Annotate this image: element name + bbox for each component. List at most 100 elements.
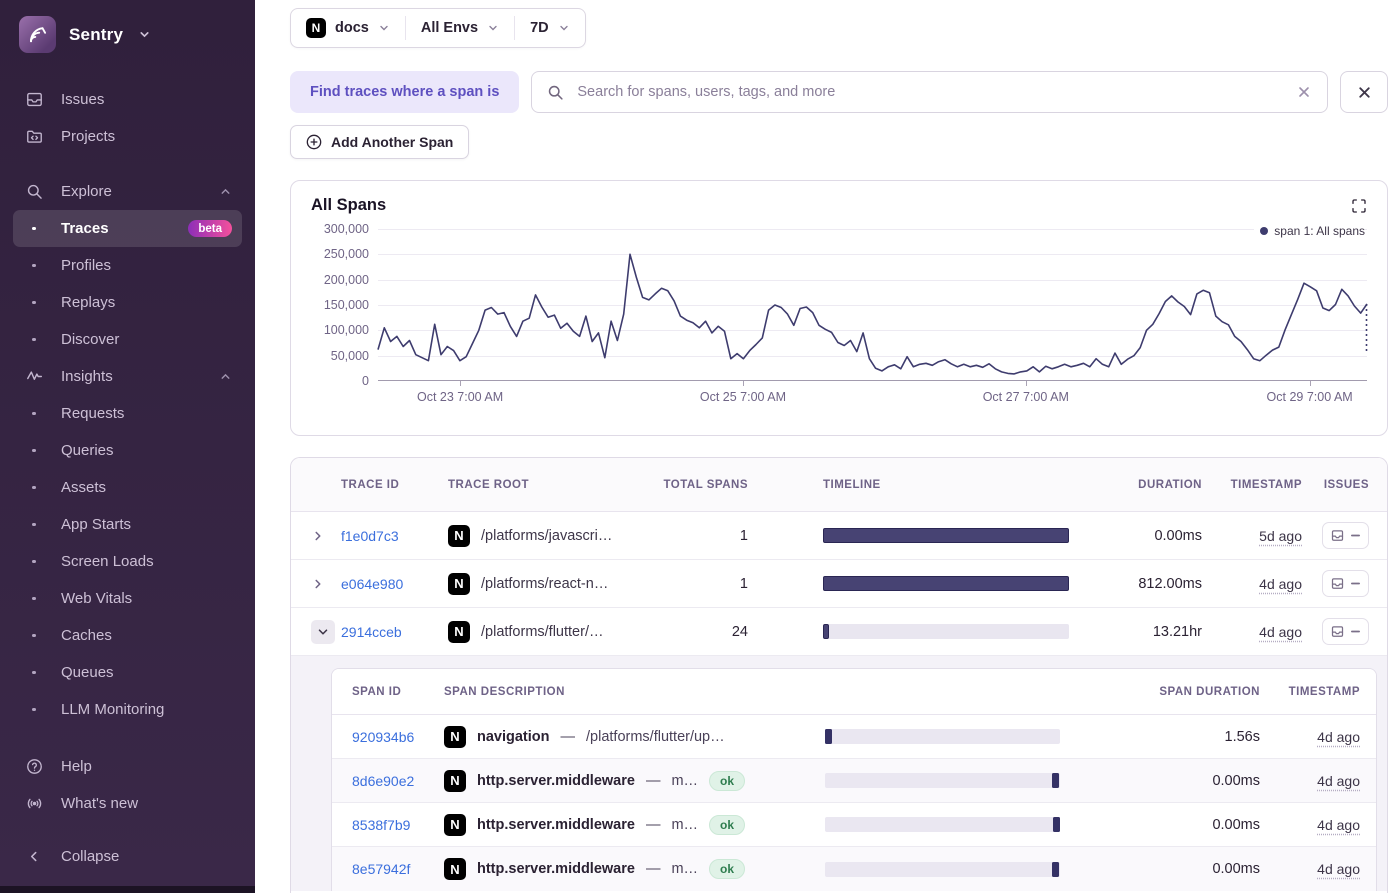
issues-button[interactable] (1322, 618, 1369, 645)
remove-span-filter-button[interactable] (1340, 71, 1388, 113)
timestamp-value[interactable]: 4d ago (1317, 817, 1360, 833)
trace-id-link[interactable]: 2914cceb (341, 624, 448, 640)
sidebar-item-label: Web Vitals (61, 590, 132, 607)
span-search-box[interactable] (531, 71, 1328, 113)
issues-button[interactable] (1322, 570, 1369, 597)
timestamp-value[interactable]: 4d ago (1317, 861, 1360, 877)
span-timeline-cell (825, 773, 1070, 788)
project-selector[interactable]: N docs (291, 9, 405, 47)
traces-table-body: f1e0d7c3N/platforms/javascri…10.00ms5d a… (291, 512, 1387, 891)
expand-trace-button[interactable] (311, 577, 341, 591)
chevron-down-icon (378, 22, 390, 34)
collapse-trace-button[interactable] (311, 620, 341, 644)
issues-cell (1302, 522, 1369, 549)
span-op: http.server.middleware (477, 861, 635, 877)
dash-separator: — (646, 861, 661, 877)
pulse-icon (23, 367, 45, 386)
x-axis-tick (460, 381, 461, 386)
span-id-link[interactable]: 8538f7b9 (352, 817, 444, 833)
sidebar-item-requests[interactable]: Requests (13, 395, 242, 432)
environment-selector-label: All Envs (421, 20, 478, 36)
timestamp-value[interactable]: 4d ago (1259, 624, 1302, 640)
dash-icon (1350, 530, 1361, 541)
sidebar-item-profiles[interactable]: Profiles (13, 247, 242, 284)
sidebar-item-web-vitals[interactable]: Web Vitals (13, 580, 242, 617)
sidebar-item-issues[interactable]: Issues (13, 81, 242, 118)
environment-selector[interactable]: All Envs (406, 9, 514, 47)
total-spans-value: 24 (658, 624, 748, 640)
sidebar-item-label: Discover (61, 331, 119, 348)
sidebar-item-discover[interactable]: Discover (13, 321, 242, 358)
org-switcher[interactable]: Sentry (13, 14, 242, 55)
span-id-link[interactable]: 8d6e90e2 (352, 773, 444, 789)
date-range-selector[interactable]: 7D (515, 9, 585, 47)
sidebar-item-queues[interactable]: Queues (13, 654, 242, 691)
chart-plot-area (378, 229, 1367, 381)
sidebar-bottom-cutoff (0, 886, 255, 893)
trace-row: f1e0d7c3N/platforms/javascri…10.00ms5d a… (291, 512, 1387, 560)
timestamp-value[interactable]: 4d ago (1317, 729, 1360, 745)
nextjs-logo-icon: N (444, 858, 466, 880)
span-id-link[interactable]: 920934b6 (352, 729, 444, 745)
expand-chart-icon[interactable] (1351, 198, 1367, 214)
sidebar-item-caches[interactable]: Caches (13, 617, 242, 654)
trace-id-link[interactable]: f1e0d7c3 (341, 528, 448, 544)
dash-separator: — (561, 729, 576, 745)
timestamp-value[interactable]: 4d ago (1317, 773, 1360, 789)
column-header-span-id: SPAN ID (352, 686, 444, 698)
date-range-label: 7D (530, 20, 549, 36)
sidebar-item-explore[interactable]: Explore (13, 173, 242, 210)
chevron-up-icon (219, 370, 232, 383)
bullet-icon (23, 338, 45, 342)
sidebar-item-replays[interactable]: Replays (13, 284, 242, 321)
span-search-input[interactable] (575, 83, 1285, 101)
chart-legend[interactable]: span 1: All spans (1254, 224, 1365, 238)
add-another-span-button[interactable]: Add Another Span (290, 125, 469, 159)
timestamp-value[interactable]: 4d ago (1259, 576, 1302, 592)
nextjs-logo-icon: N (448, 525, 470, 547)
clear-search-icon[interactable] (1296, 84, 1312, 100)
sidebar-item-assets[interactable]: Assets (13, 469, 242, 506)
find-traces-label: Find traces where a span is (290, 71, 519, 113)
sidebar-item-label: App Starts (61, 516, 131, 533)
span-description-cell: Nhttp.server.middleware—m…ok (444, 814, 825, 836)
collapse-sidebar-button[interactable]: Collapse (13, 838, 242, 875)
span-op: navigation (477, 729, 550, 745)
trace-row: e064e980N/platforms/react-n…1812.00ms4d … (291, 560, 1387, 608)
x-tick-label: Oct 25 7:00 AM (700, 390, 786, 404)
beta-badge: beta (188, 220, 232, 237)
timeline-cell (748, 624, 1069, 639)
nextjs-logo-icon: N (444, 814, 466, 836)
chevron-down-icon (558, 22, 570, 34)
plus-circle-icon (306, 134, 322, 150)
span-id-link[interactable]: 8e57942f (352, 861, 444, 877)
timestamp-cell: 4d ago (1202, 576, 1302, 592)
sidebar-item-label: Traces (61, 220, 109, 237)
column-header-duration: DURATION (1069, 479, 1202, 491)
sidebar-item-queries[interactable]: Queries (13, 432, 242, 469)
sidebar-item-llm-monitoring[interactable]: LLM Monitoring (13, 691, 242, 728)
help-icon (23, 757, 45, 776)
traces-table: TRACE IDTRACE ROOTTOTAL SPANSTIMELINEDUR… (290, 457, 1388, 893)
span-row: 8d6e90e2Nhttp.server.middleware—m…ok0.00… (332, 759, 1376, 803)
issues-button[interactable] (1322, 522, 1369, 549)
span-table-header: SPAN IDSPAN DESCRIPTIONSPAN DURATIONTIME… (332, 669, 1376, 715)
sidebar-item-screen-loads[interactable]: Screen Loads (13, 543, 242, 580)
sidebar-item-traces[interactable]: Traces beta (13, 210, 242, 247)
sidebar-item-app-starts[interactable]: App Starts (13, 506, 242, 543)
sidebar-item-projects[interactable]: Projects (13, 118, 242, 155)
expand-trace-button[interactable] (311, 529, 341, 543)
x-axis-tick (1310, 381, 1311, 386)
dash-icon (1350, 578, 1361, 589)
span-timeline-marker (1053, 817, 1060, 832)
timestamp-value[interactable]: 5d ago (1259, 528, 1302, 544)
issue-box-icon (1330, 624, 1345, 639)
trace-id-link[interactable]: e064e980 (341, 576, 448, 592)
sidebar-item-insights[interactable]: Insights (13, 358, 242, 395)
sidebar-item-what-s-new[interactable]: What's new (13, 785, 242, 822)
sidebar-item-help[interactable]: Help (13, 748, 242, 785)
bullet-icon (23, 301, 45, 305)
sidebar-item-label: Replays (61, 294, 115, 311)
span-timeline-cell (825, 729, 1070, 744)
span-description-cell: Nhttp.server.middleware—m…ok (444, 770, 825, 792)
